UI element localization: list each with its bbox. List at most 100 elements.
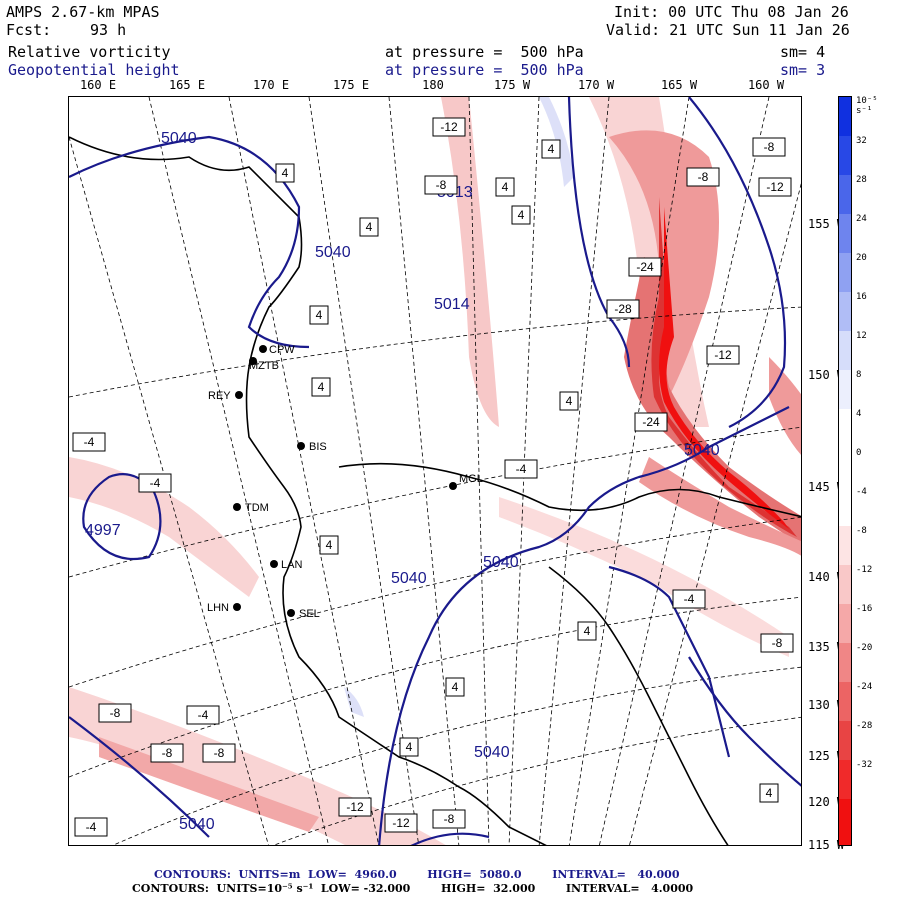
colorbar-segment <box>839 760 851 799</box>
vort-label: 4 <box>566 394 573 408</box>
model-title: AMPS 2.67-km MPAS <box>6 3 160 21</box>
colorbar-segment <box>839 136 851 175</box>
vort-label: -4 <box>86 820 97 834</box>
vort-label: -12 <box>714 348 732 362</box>
station-label: LHN <box>207 602 229 614</box>
lon-label: 170 E <box>252 78 290 92</box>
vort-label: 4 <box>406 740 413 754</box>
height-label: 5040 <box>474 744 510 761</box>
colorbar-tick: -4 <box>856 487 867 497</box>
lat-label: 130 W <box>808 698 845 712</box>
vort-label: -12 <box>440 120 458 134</box>
colorbar-tick: 0 <box>856 448 862 458</box>
height-label: 5040 <box>391 570 427 587</box>
colorbar-tick: 4 <box>856 409 862 419</box>
height-label: 5040 <box>315 244 351 261</box>
field2-name: Geopotential height <box>8 61 180 79</box>
colorbar-segment <box>839 253 851 292</box>
vort-label: -8 <box>436 178 447 192</box>
colorbar-segment <box>839 643 851 682</box>
lon-label: 165 E <box>168 78 206 92</box>
colorbar-segment <box>839 214 851 253</box>
station-dot <box>270 560 278 568</box>
field2-pressure: at pressure = 500 hPa <box>385 61 584 79</box>
station-label: BIS <box>309 441 327 453</box>
colorbar <box>838 96 852 846</box>
graticule <box>69 97 801 845</box>
station-dot <box>233 503 241 511</box>
vort-label: -28 <box>614 302 632 316</box>
vort-label: 4 <box>502 180 509 194</box>
vort-label: -8 <box>764 140 775 154</box>
vort-label: -4 <box>150 476 161 490</box>
map-canvas: 5040 5040 5013 5014 4997 5040 5040 5040 … <box>69 97 801 845</box>
colorbar-tick: 28 <box>856 175 867 185</box>
lat-label: 155 W <box>808 217 845 231</box>
colorbar-segment <box>839 565 851 604</box>
vort-label: -4 <box>84 435 95 449</box>
height-contour-info: CONTOURS: UNITS=m LOW= 4960.0 HIGH= 5080… <box>154 868 680 881</box>
vort-label: -24 <box>642 415 660 429</box>
vort-label: -12 <box>766 180 784 194</box>
lon-label: 170 W <box>577 78 615 92</box>
lon-label: 175 E <box>332 78 370 92</box>
colorbar-segment <box>839 682 851 721</box>
vort-label: -8 <box>162 746 173 760</box>
height-label: 4997 <box>85 522 121 539</box>
forecast-value: 93 h <box>90 21 127 39</box>
station-label: CPW <box>269 344 295 356</box>
colorbar-tick: -16 <box>856 604 873 614</box>
height-label: 5040 <box>179 816 215 833</box>
vort-label: 4 <box>518 208 525 222</box>
station-labels: CPW MZTB REY BIS TDM LAN LHN SEL MGL <box>207 344 483 620</box>
vort-label: 4 <box>366 220 373 234</box>
station-label: TDM <box>245 502 269 514</box>
vort-label: 4 <box>326 538 333 552</box>
colorbar-tick: 20 <box>856 253 867 263</box>
height-label: 5040 <box>684 442 720 459</box>
lat-label: 140 W <box>808 570 845 584</box>
colorbar-segment <box>839 799 851 845</box>
height-contours <box>69 97 801 845</box>
lat-label: 135 W <box>808 640 845 654</box>
vort-label: 4 <box>282 166 289 180</box>
vorticity-contour-info: CONTOURS: UNITS=10⁻⁵ s⁻¹ LOW= -32.000 HI… <box>132 882 694 895</box>
lat-label: 125 W <box>808 749 845 763</box>
colorbar-segment <box>839 526 851 565</box>
colorbar-tick: 24 <box>856 214 867 224</box>
colorbar-tick: -24 <box>856 682 873 692</box>
colorbar-tick: 12 <box>856 331 867 341</box>
field1-smoothing: sm= 4 <box>780 43 826 61</box>
vort-label: 4 <box>584 624 591 638</box>
colorbar-segment <box>839 292 851 331</box>
lon-label: 165 W <box>660 78 698 92</box>
station-label: LAN <box>281 559 302 571</box>
station-dot <box>259 345 267 353</box>
forecast-label: Fcst: <box>6 21 52 39</box>
vort-label: -24 <box>636 260 654 274</box>
colorbar-segment <box>839 604 851 643</box>
lon-label: 160 E <box>79 78 117 92</box>
vort-label: -8 <box>444 812 455 826</box>
colorbar-segment <box>839 175 851 214</box>
station-dot <box>449 482 457 490</box>
height-label: 5040 <box>483 554 519 571</box>
init-time: Init: 00 UTC Thu 08 Jan 26 <box>614 3 849 21</box>
station-label: MGL <box>459 473 483 485</box>
colorbar-segment <box>839 97 851 136</box>
lon-label: 180 <box>422 78 444 92</box>
lat-label: 115 W <box>808 838 845 852</box>
vorticity-labels: -12 -8 -4 4 4 4 4 4 4 4 4 4 4 4 4 4 -8 -… <box>72 117 794 837</box>
vort-label: -8 <box>698 170 709 184</box>
vort-label: 4 <box>548 142 555 156</box>
colorbar-tick: -32 <box>856 760 873 770</box>
colorbar-tick: 32 <box>856 136 867 146</box>
lat-label: 145 W <box>808 480 845 494</box>
lat-label: 120 W <box>808 795 845 809</box>
vort-label: 4 <box>766 786 773 800</box>
colorbar-tick: 8 <box>856 370 862 380</box>
vort-label: 4 <box>316 308 323 322</box>
colorbar-segment <box>839 331 851 370</box>
station-dot <box>297 442 305 450</box>
vort-label: -12 <box>346 800 364 814</box>
